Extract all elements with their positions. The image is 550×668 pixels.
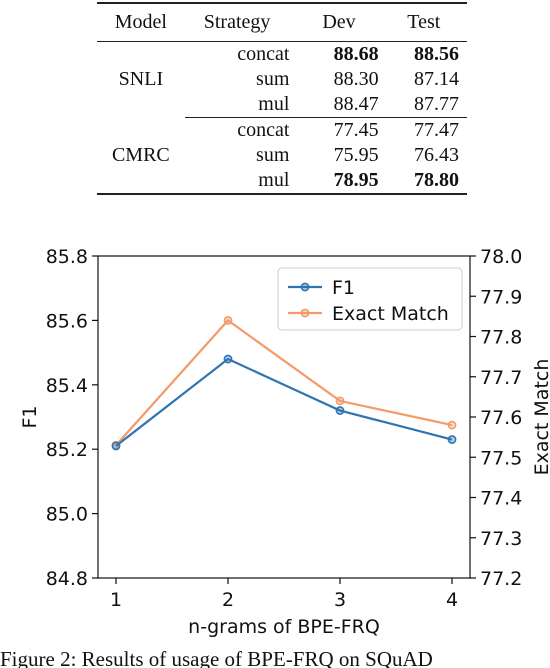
legend-box [277,267,463,331]
data-point [447,420,457,430]
legend-label: Exact Match [332,303,449,325]
y-right-tick-label: 78.0 [480,246,522,268]
data-point [223,354,233,364]
header-strategy: Strategy [184,2,300,42]
chart-axes: 84.8 85.0 85.2 85.4 85.6 85.8 77.2 77.3 77.4 77.5… [19,246,550,638]
strategy-cell: concat [237,119,290,141]
table-row: sum 88.30 87.14 [97,67,467,92]
table-row: CMRC concat 77.45 77.47 [97,117,467,195]
table-group-cmrc: CMRC concat 77.45 77.47 sum 75.95 76.43 … [97,117,467,195]
test-cell: 77.47 [414,119,459,141]
table-row: SNLI concat 88.68 88.56 [97,42,467,90]
y-right-tick-label: 77.5 [480,447,522,469]
data-point [223,316,233,325]
x-axis-label: n-grams of BPE-FRQ [188,616,380,638]
data-point [447,435,457,444]
legend-swatch-marker [300,282,310,292]
x-tick-label: 4 [446,589,458,611]
strategy-cell: concat [237,43,290,65]
y-right-tick-label: 77.3 [480,528,522,550]
y-tick-label: 85.8 [46,246,88,268]
results-table-container: Model Strategy Dev Test SNLI concat 88.6… [97,2,467,195]
y-tick-label: 85.4 [46,375,88,397]
x-tick-label: 2 [222,589,234,611]
dev-cell: 88.68 [333,43,379,65]
y-tick-label: 85.2 [46,439,88,461]
y-right-tick-label: 77.8 [480,327,522,349]
chart-legend: F1 Exact Match [277,267,463,331]
legend-swatch-marker [300,308,310,318]
chart-series [111,316,457,451]
header-dev: Dev [299,2,389,42]
y-right-tick-label: 77.7 [480,367,522,389]
y-tick-label: 85.6 [46,310,88,332]
test-cell: 76.43 [414,144,459,166]
test-cell: 88.56 [414,43,459,65]
results-table: Model Strategy Dev Test SNLI concat 88.6… [97,2,467,195]
legend-label: F1 [332,277,355,299]
dev-cell: 75.95 [333,144,379,166]
dev-cell: 77.45 [333,119,379,141]
y-axis-label: F1 [19,405,41,428]
y-right-tick-label: 77.4 [480,488,522,510]
test-cell: 87.14 [414,68,459,90]
table-row: mul 78.95 78.80 [97,168,467,195]
strategy-cell: mul [184,168,300,195]
strategy-cell: sum [256,68,290,90]
caption-text: Figure 2: Results of usage of BPE-FRQ on… [0,650,433,668]
figure-caption: Figure 2: Results of usage of BPE-FRQ on… [0,650,550,668]
dev-cell: 88.47 [299,92,389,118]
model-cell: SNLI [118,68,164,91]
line-chart: 84.8 85.0 85.2 85.4 85.6 85.8 77.2 77.3 77.4 77.5… [19,246,550,638]
data-point [335,396,345,406]
table-row: sum 75.95 76.43 [97,143,467,168]
x-tick-label: 1 [110,589,122,611]
dev-cell: 78.95 [299,168,389,195]
x-tick-label: 3 [334,589,346,611]
dev-cell: 88.30 [333,68,379,90]
y-tick-label: 84.8 [46,568,88,590]
series-line-f1 [115,357,453,447]
y-right-tick-label: 77.9 [480,286,522,308]
table-header-row: Model Strategy Dev Test [97,2,467,42]
data-point [335,406,345,415]
y-right-axis-label: Exact Match [531,359,550,476]
table-row: mul 88.47 87.77 [97,92,467,118]
y-right-tick-label: 77.2 [480,568,522,590]
y-right-tick-label: 77.6 [480,407,522,429]
model-cell: CMRC [97,117,185,195]
series-line-exact-match [115,318,453,446]
data-point [111,441,121,451]
strategy-cell: sum [256,144,290,166]
header-model: Model [97,2,185,42]
header-test: Test [388,2,467,42]
strategy-cell: mul [184,92,300,118]
y-tick-label: 85.0 [46,504,88,526]
table-group-snli: SNLI concat 88.68 88.56 sum 88.30 87.14 … [97,42,467,118]
test-cell: 78.80 [388,168,467,195]
test-cell: 87.77 [388,92,467,118]
